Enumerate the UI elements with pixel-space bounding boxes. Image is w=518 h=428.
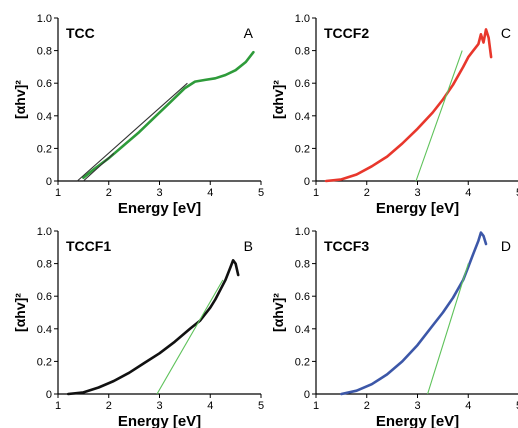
x-tick-label: 4 [465, 400, 471, 412]
x-tick-label: 5 [516, 187, 518, 199]
panel-tccf1: 0 0.2 0.4 0.6 0.8 1.0 1 2 3 4 5 Energy [eV] [αhv]² TC… [12, 226, 264, 428]
y-tick-label: 0 [46, 176, 52, 188]
y-tick-label: 0.4 [295, 324, 310, 336]
x-tick-label: 4 [207, 187, 213, 199]
x-tick-label: 3 [414, 187, 420, 199]
panel-title: TCC [66, 25, 95, 41]
panel-tcc: 0 0.2 0.4 0.6 0.8 1.0 1 2 3 4 5 Energy [eV] [αhv]² TC… [12, 13, 264, 217]
x-tick-label: 4 [207, 400, 213, 412]
y-tick-label: 0 [304, 389, 310, 401]
fit-line [415, 50, 463, 182]
x-tick-label: 2 [106, 187, 112, 199]
y-tick-label: 0.2 [295, 356, 310, 368]
y-tick-label: 0.4 [37, 324, 52, 336]
y-tick-label: 0 [304, 176, 310, 188]
x-axis-label: Energy [eV] [118, 200, 201, 217]
y-tick-label: 0 [46, 389, 52, 401]
y-tick-label: 0.6 [295, 291, 310, 303]
data-curve [66, 258, 240, 396]
x-tick-label: 1 [313, 400, 319, 412]
panel-title: TCCF3 [324, 238, 369, 254]
x-tick-label: 3 [156, 400, 162, 412]
y-tick-label: 1.0 [37, 13, 52, 25]
y-tick-label: 0.6 [295, 78, 310, 90]
y-tick-label: 0.8 [295, 259, 310, 271]
y-tick-label: 0.6 [37, 78, 52, 90]
x-tick-label: 1 [55, 400, 61, 412]
x-tick-label: 3 [156, 187, 162, 199]
x-tick-label: 2 [364, 400, 370, 412]
x-axis-label: Energy [eV] [376, 413, 459, 428]
data-curve [340, 231, 488, 396]
y-tick-label: 0.8 [295, 46, 310, 58]
fit-line [156, 279, 224, 395]
y-tick-label: 0.4 [295, 111, 310, 123]
x-tick-label: 5 [516, 400, 518, 412]
data-curve [82, 50, 255, 179]
y-tick-label: 0.8 [37, 259, 52, 271]
y-axis-label: [αhv]² [270, 80, 286, 119]
panel-tccf2: 0 0.2 0.4 0.6 0.8 1.0 1 2 3 4 5 Energy [eV] [αhv]² TC… [270, 13, 518, 217]
x-axis-label: Energy [eV] [118, 413, 201, 428]
x-axis-label: Energy [eV] [376, 200, 459, 217]
x-tick-label: 1 [55, 187, 61, 199]
x-tick-label: 3 [414, 400, 420, 412]
fit-line [83, 152, 115, 182]
panel-letter: C [501, 25, 511, 41]
panel-letter: A [244, 25, 254, 41]
y-tick-label: 0.8 [37, 46, 52, 58]
y-axis-label: [αhv]² [270, 293, 286, 332]
x-tick-label: 2 [106, 400, 112, 412]
x-tick-label: 2 [364, 187, 370, 199]
panel-tccf3: 0 0.2 0.4 0.6 0.8 1.0 1 2 3 4 5 Energy [eV] [αhv]² TC… [270, 226, 518, 428]
x-tick-label: 4 [465, 187, 471, 199]
x-tick-label: 1 [313, 187, 319, 199]
y-tick-label: 0.6 [37, 291, 52, 303]
fit-line [76, 82, 188, 182]
y-tick-label: 1.0 [295, 226, 310, 238]
y-tick-label: 0.2 [37, 356, 52, 368]
fit-line [427, 263, 469, 395]
y-tick-label: 0.4 [37, 111, 52, 123]
x-tick-label: 5 [258, 400, 264, 412]
y-tick-label: 1.0 [37, 226, 52, 238]
panel-letter: D [501, 238, 511, 254]
y-tick-label: 1.0 [295, 13, 310, 25]
data-curve [324, 28, 493, 183]
y-axis-label: [αhv]² [12, 293, 28, 332]
y-axis-label: [αhv]² [12, 80, 28, 119]
y-tick-label: 0.2 [37, 143, 52, 155]
panel-letter: B [244, 238, 253, 254]
x-tick-label: 5 [258, 187, 264, 199]
panel-title: TCCF1 [66, 238, 111, 254]
y-tick-label: 0.2 [295, 143, 310, 155]
panel-title: TCCF2 [324, 25, 369, 41]
